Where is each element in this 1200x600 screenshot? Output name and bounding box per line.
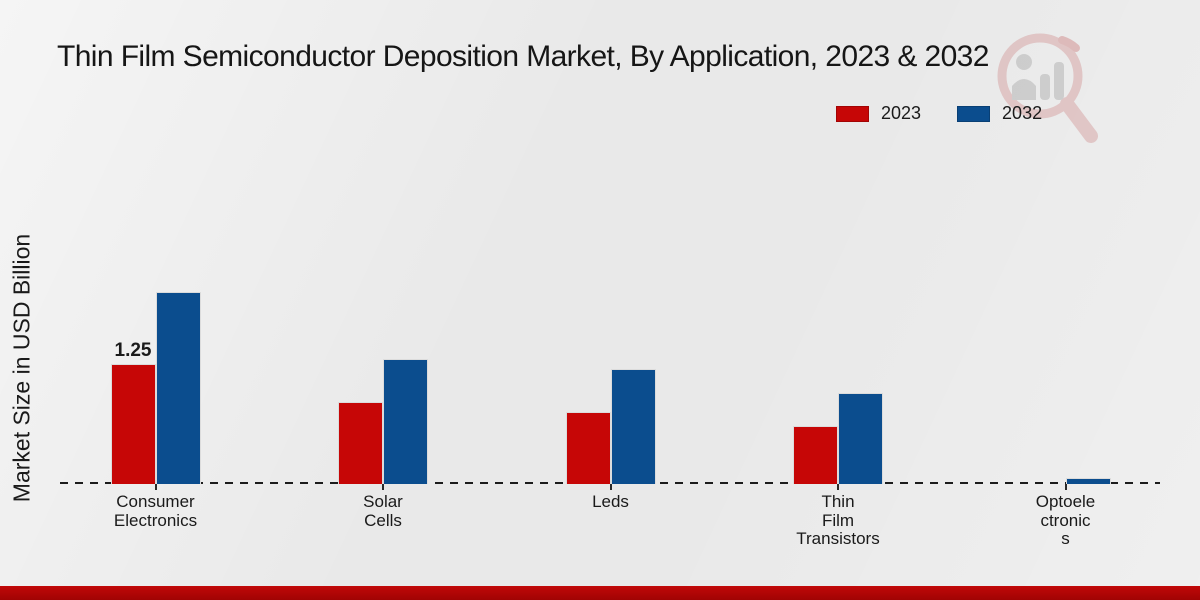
legend-swatch-2032 <box>957 105 991 122</box>
bar-value-label: 1.25 <box>114 340 152 361</box>
bar-2023-solar-cells <box>338 402 383 484</box>
category-label-solar-cells: Solar Cells <box>363 492 403 530</box>
x-axis-tick <box>154 484 157 490</box>
footer-accent-bar <box>0 586 1200 600</box>
category-label-optoelectronics: Optoele ctronic s <box>1035 492 1096 548</box>
x-axis-tick <box>1064 484 1067 490</box>
legend-label-2032: 2032 <box>1002 103 1043 123</box>
x-axis-tick <box>382 484 384 490</box>
bar-2023-leds <box>565 412 611 484</box>
legend: 2023 2032 <box>836 103 1042 124</box>
bar-2032-leds <box>610 369 656 484</box>
legend-item-2023: 2023 <box>836 103 921 124</box>
x-axis-tick <box>609 484 612 490</box>
chart-title: Thin Film Semiconductor Deposition Marke… <box>57 40 989 73</box>
legend-swatch-2023 <box>836 105 869 122</box>
category-label-leds: Leds <box>592 492 629 511</box>
bar-2023-consumer-electronics <box>110 364 156 484</box>
x-axis-tick <box>837 484 839 490</box>
bar-2032-consumer-electronics <box>155 292 201 484</box>
bar-2032-solar-cells <box>383 359 428 484</box>
category-label-consumer-electronics: Consumer Electronics <box>113 492 198 530</box>
bar-2032-thin-film-transistors <box>838 393 883 484</box>
category-label-thin-film-transistors: Thin Film Transistors <box>796 492 880 548</box>
legend-label-2023: 2023 <box>881 103 922 123</box>
bar-2023-thin-film-transistors <box>793 426 838 484</box>
bar-2032-optoelectronics <box>1065 478 1111 484</box>
legend-item-2032: 2032 <box>957 103 1042 124</box>
market-research-logo-watermark-icon <box>997 33 1098 143</box>
